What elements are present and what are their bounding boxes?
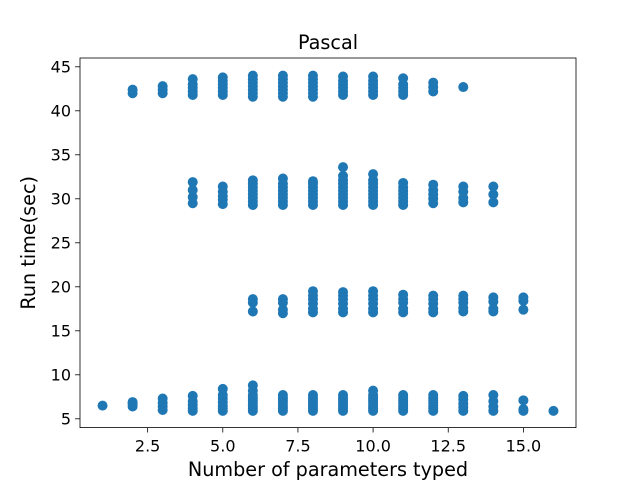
data-point [458,181,469,192]
y-axis-label: Run time(sec) [17,176,40,310]
data-point [97,400,108,411]
data-point [398,73,409,84]
data-point [157,81,168,92]
data-point [398,289,409,300]
data-point [458,290,469,301]
data-point [277,173,288,184]
data-point [127,397,138,408]
data-point [458,390,469,401]
x-tick-label: 12.5 [430,437,466,456]
x-tick-label: 15.0 [506,437,542,456]
y-tick-label: 10 [51,366,71,385]
data-point [488,292,499,303]
data-point [277,294,288,305]
y-tick-label: 35 [51,146,71,165]
y-axis: 5 10 15 20 25 30 35 40 45 [51,58,80,429]
data-point [488,181,499,192]
data-point [338,71,349,82]
data-point [247,380,258,391]
data-point [187,192,198,203]
data-point [187,185,198,195]
data-point [518,395,529,406]
data-point [518,292,529,303]
data-point [247,294,258,305]
data-point [247,175,258,186]
data-point [187,390,198,401]
data-point [428,390,439,401]
y-tick-label: 20 [51,278,71,297]
data-point [247,70,258,81]
x-axis-label: Number of parameters typed [188,458,468,480]
data-point [368,71,379,82]
data-point [277,304,288,315]
data-point [488,189,499,200]
data-point [428,179,439,190]
data-point [518,304,529,315]
data-point [428,77,439,88]
x-tick-label: 7.5 [285,437,310,456]
data-point [368,169,379,180]
y-tick-label: 30 [51,190,71,209]
y-tick-label: 5 [61,410,71,429]
x-tick-label: 2.5 [135,437,160,456]
data-point [247,306,258,317]
data-point [338,162,349,173]
data-point [368,286,379,297]
y-tick-label: 25 [51,234,71,253]
data-point [127,84,138,95]
chart-title: Pascal [298,31,358,54]
data-point [217,383,228,394]
data-point [488,197,499,208]
x-tick-label: 10.0 [355,437,391,456]
data-point [307,286,318,297]
data-point [338,170,349,181]
data-point [277,390,288,401]
data-point [488,390,499,401]
data-point [368,385,379,396]
points-layer [97,70,559,416]
y-tick-label: 45 [51,58,71,77]
data-point [187,177,198,188]
data-point [518,404,529,415]
x-axis: 2.5 5.0 7.5 10.0 12.5 15.0 [135,427,542,456]
data-point [398,390,409,401]
data-point [157,393,168,404]
data-point [488,303,499,314]
data-point [548,405,559,416]
data-point [307,176,318,187]
data-point [217,181,228,192]
data-point [307,390,318,401]
data-point [277,70,288,81]
data-point [217,72,228,83]
data-point [398,177,409,188]
data-point [307,70,318,81]
x-tick-label: 5.0 [210,437,235,456]
y-tick-label: 15 [51,322,71,341]
data-point [338,390,349,401]
data-point [187,74,198,85]
data-point [458,82,469,93]
y-tick-label: 40 [51,102,71,121]
data-point [428,290,439,301]
data-point [338,287,349,298]
